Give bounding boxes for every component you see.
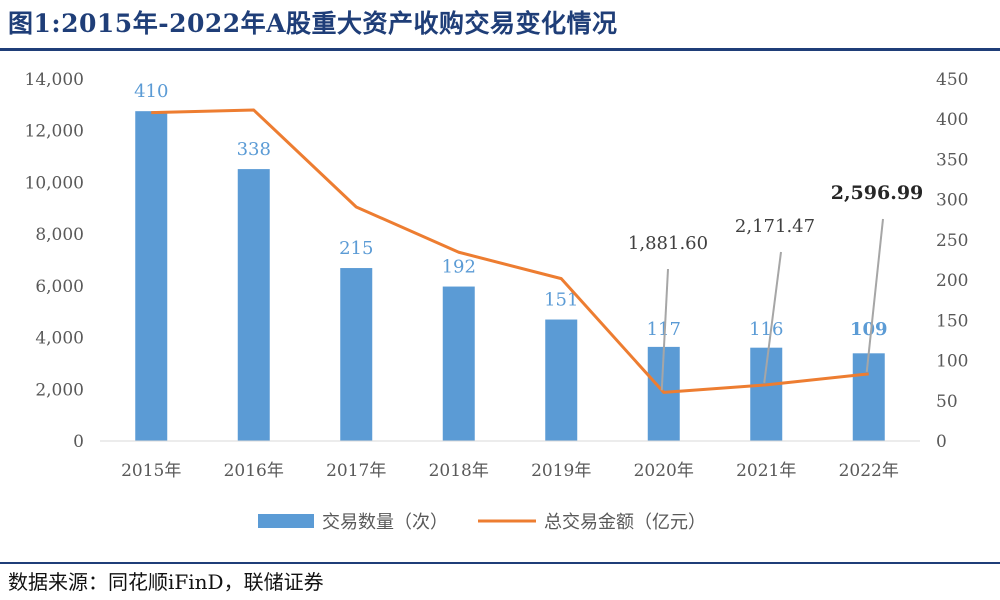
right-axis-tick-label: 200 <box>936 271 968 291</box>
bar-value-label: 109 <box>850 319 888 340</box>
left-axis-tick-label: 2,000 <box>35 380 84 400</box>
bar <box>340 268 373 441</box>
x-axis-tick-label: 2015年 <box>121 461 181 481</box>
left-axis-tick-label: 6,000 <box>35 277 84 297</box>
line-value-label: 2,171.47 <box>735 216 815 237</box>
bar-value-label: 338 <box>237 139 271 160</box>
left-axis-tick-label: 4,000 <box>35 329 84 349</box>
line-series-total-amount <box>151 108 869 394</box>
bar-value-label: 116 <box>749 319 783 340</box>
left-axis-tick-label: 0 <box>73 432 84 452</box>
right-axis-tick-label: 450 <box>936 70 968 90</box>
bar-value-label: 410 <box>134 81 168 102</box>
data-label-leader-line <box>865 218 884 372</box>
bar-value-label: 215 <box>339 238 373 259</box>
bar <box>852 353 885 441</box>
x-axis-tick-label: 2022年 <box>839 461 899 481</box>
legend-bar-swatch <box>258 514 314 528</box>
source-divider <box>0 562 1000 564</box>
bar <box>545 319 578 441</box>
right-axis-tick-label: 50 <box>936 392 958 412</box>
data-source-note: 数据来源：同花顺iFinD，联储证券 <box>8 570 324 594</box>
right-axis-tick-label: 150 <box>936 311 968 331</box>
x-axis-tick-label: 2016年 <box>224 461 284 481</box>
left-axis-tick-label: 8,000 <box>35 225 84 245</box>
bar <box>442 286 475 441</box>
x-axis-tick-label: 2020年 <box>634 461 694 481</box>
x-axis-tick-label: 2021年 <box>736 461 796 481</box>
right-axis-tick-label: 0 <box>936 432 947 452</box>
left-axis-tick-label: 12,000 <box>25 122 84 142</box>
bar <box>237 169 270 441</box>
left-axis-tick-label: 14,000 <box>25 70 84 90</box>
bar <box>135 111 168 441</box>
data-label-leader-line <box>763 251 782 383</box>
right-axis-tick-label: 350 <box>936 150 968 170</box>
bar-value-label: 151 <box>544 290 578 311</box>
right-axis-tick-label: 300 <box>936 191 968 211</box>
combo-chart: 0 2,000 4,000 6,000 8,000 10,000 12,000 14,000 0… <box>25 70 969 533</box>
right-axis-tick-label: 250 <box>936 231 968 251</box>
legend-line-label: 总交易金额（亿元） <box>544 512 706 533</box>
right-axis-tick-label: 100 <box>936 352 968 372</box>
x-axis-tick-label: 2018年 <box>429 461 489 481</box>
bar-value-label: 192 <box>442 257 476 278</box>
line-value-label: 2,596.99 <box>831 182 924 204</box>
bar-value-label: 117 <box>647 319 681 340</box>
data-label-leader-line <box>660 268 669 391</box>
line-value-label: 1,881.60 <box>628 233 708 254</box>
legend-bar-label: 交易数量（次） <box>322 512 448 533</box>
title-divider <box>0 48 1000 51</box>
x-axis-tick-label: 2019年 <box>531 461 591 481</box>
left-axis-tick-label: 10,000 <box>25 173 84 193</box>
chart-title: 图1:2015年-2022年A股重大资产收购交易变化情况 <box>8 9 618 38</box>
right-axis-tick-label: 400 <box>936 110 968 130</box>
x-axis-tick-label: 2017年 <box>326 461 386 481</box>
